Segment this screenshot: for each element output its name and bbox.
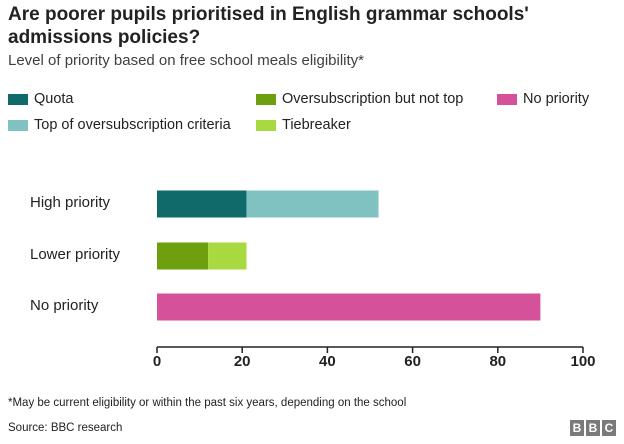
legend-item: Top of oversubscription criteria xyxy=(8,117,231,133)
bbc-logo-block: B xyxy=(586,420,600,436)
x-tick-label: 60 xyxy=(404,353,421,370)
legend-item: Tiebreaker xyxy=(256,117,351,133)
legend-swatch xyxy=(256,119,276,131)
legend-label: Tiebreaker xyxy=(282,117,351,133)
legend-label: Quota xyxy=(34,91,74,107)
legend-item: No priority xyxy=(497,91,589,107)
bar-segment xyxy=(157,293,541,321)
x-tick-label: 80 xyxy=(489,353,507,370)
bar-segment xyxy=(157,242,209,270)
x-tick-label: 40 xyxy=(319,353,336,370)
category-label: Lower priority xyxy=(30,246,121,263)
legend-item: Oversubscription but not top xyxy=(256,91,463,107)
legend-swatch xyxy=(497,93,517,105)
bar-segment xyxy=(208,242,247,270)
chart-title: Are poorer pupils prioritised in English… xyxy=(8,4,529,48)
chart-subtitle: Level of priority based on free school m… xyxy=(8,52,365,69)
legend-swatch xyxy=(256,93,276,105)
bar-segment xyxy=(246,190,379,218)
x-tick-label: 100 xyxy=(570,353,596,370)
category-label: No priority xyxy=(30,297,99,314)
x-tick-label: 0 xyxy=(152,353,162,370)
legend-swatch xyxy=(8,119,28,131)
legend-swatch xyxy=(8,93,28,105)
bar-segment xyxy=(157,190,247,218)
legend-item: Quota xyxy=(8,91,74,107)
x-tick-label: 20 xyxy=(233,353,251,370)
legend-label: No priority xyxy=(523,91,590,107)
legend-label: Oversubscription but not top xyxy=(282,91,464,107)
footnote: *May be current eligibility or within th… xyxy=(8,397,407,409)
legend-label: Top of oversubscription criteria xyxy=(34,117,231,133)
bbc-logo-block: B xyxy=(570,420,584,436)
category-label: High priority xyxy=(30,194,111,211)
source-note: Source: BBC research xyxy=(8,422,123,434)
bbc-logo-block: C xyxy=(602,420,616,436)
